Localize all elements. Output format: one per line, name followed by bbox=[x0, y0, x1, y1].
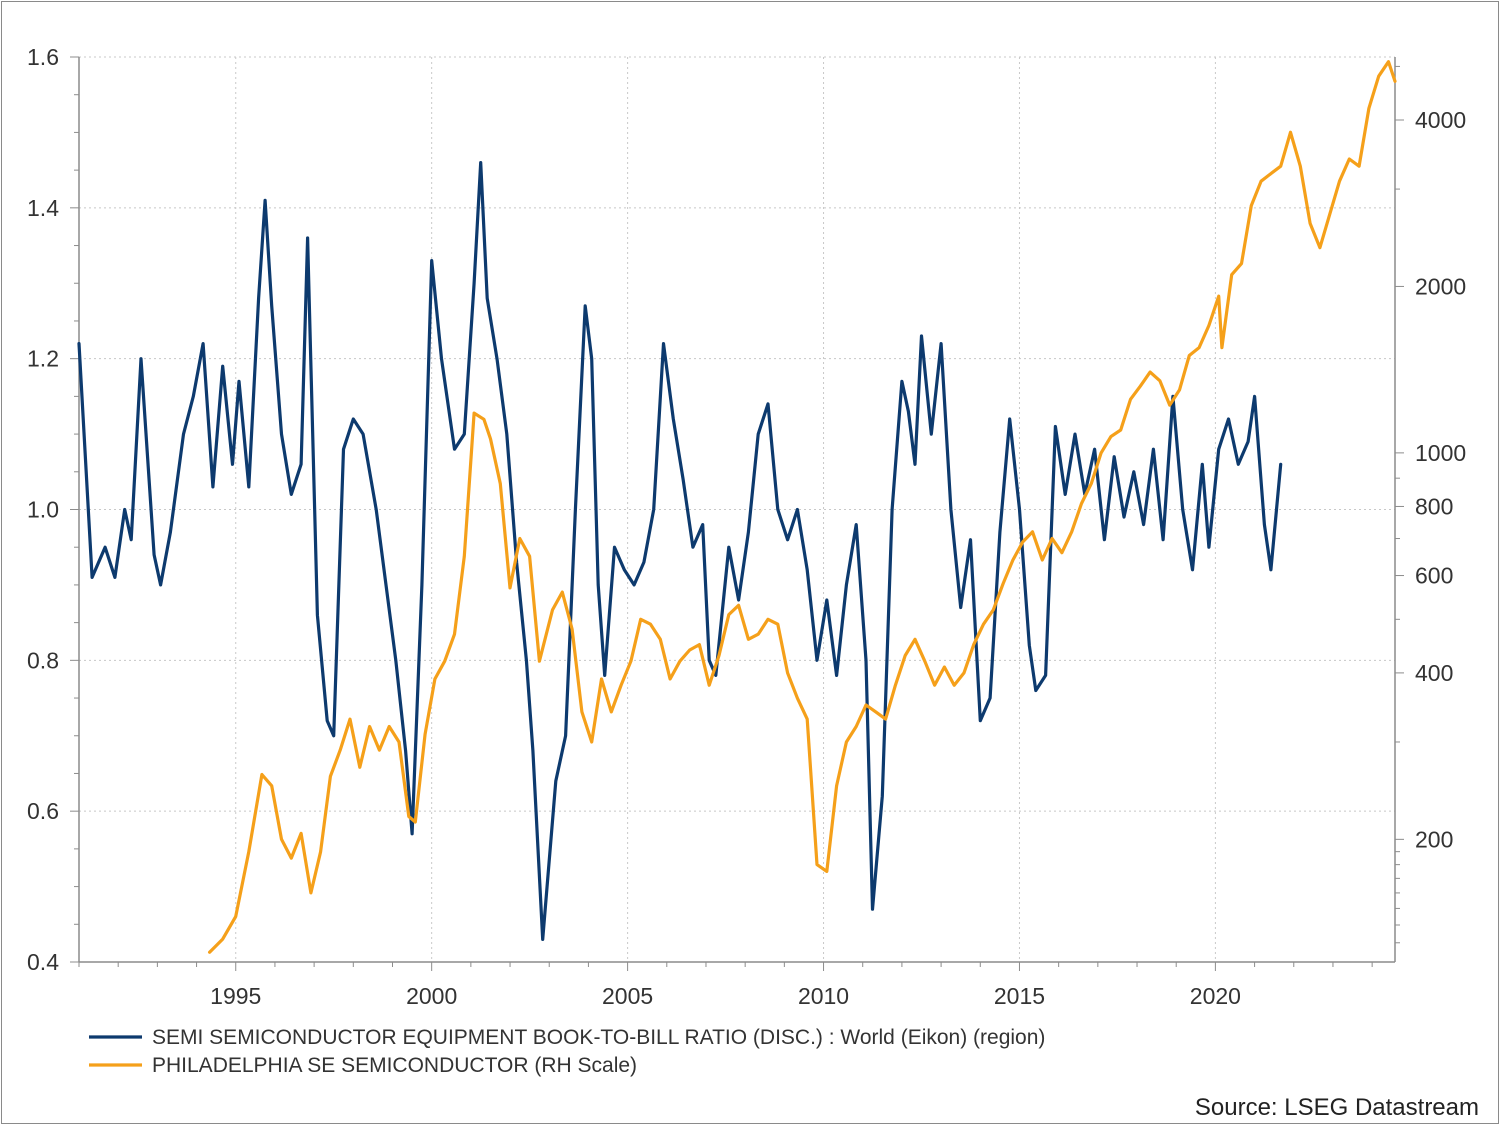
y-right-tick-label: 1000 bbox=[1415, 440, 1466, 466]
y-left-tick-label: 1.2 bbox=[27, 346, 59, 372]
x-tick-label: 1995 bbox=[210, 983, 261, 1009]
axes-layer: 1995 2000 2005 2010 2015 2020 0.4 0.6 0.8 1.0 1.2 1… bbox=[27, 44, 1466, 1009]
y-left-tick-label: 1.0 bbox=[27, 497, 59, 523]
x-tick-label: 2015 bbox=[994, 983, 1045, 1009]
x-tick-label: 2005 bbox=[602, 983, 653, 1009]
source-label: Source: LSEG Datastream bbox=[1195, 1094, 1479, 1121]
y-right-tick-label: 2000 bbox=[1415, 273, 1466, 299]
y-left-tick-label: 0.4 bbox=[27, 949, 59, 975]
y-right-tick-label: 800 bbox=[1415, 493, 1453, 519]
y-left-tick-label: 0.8 bbox=[27, 647, 59, 673]
y-left-tick-label: 1.4 bbox=[27, 195, 59, 221]
y-right-tick-label: 400 bbox=[1415, 660, 1453, 686]
series-layer bbox=[77, 60, 1397, 954]
legend: SEMI SEMICONDUCTOR EQUIPMENT BOOK-TO-BIL… bbox=[89, 1026, 1045, 1077]
y-right-tick-label: 600 bbox=[1415, 563, 1453, 589]
legend-label: PHILADELPHIA SE SEMICONDUCTOR (RH Scale) bbox=[152, 1054, 637, 1077]
y-right-tick-label: 200 bbox=[1415, 826, 1453, 852]
series-line-0 bbox=[77, 161, 1283, 941]
legend-label: SEMI SEMICONDUCTOR EQUIPMENT BOOK-TO-BIL… bbox=[152, 1026, 1045, 1049]
series-line-1 bbox=[208, 60, 1397, 954]
x-tick-label: 2010 bbox=[798, 983, 849, 1009]
x-tick-label: 2020 bbox=[1190, 983, 1241, 1009]
y-left-tick-label: 1.6 bbox=[27, 44, 59, 70]
x-tick-label: 2000 bbox=[406, 983, 457, 1009]
y-right-tick-label: 4000 bbox=[1415, 107, 1466, 133]
y-left-tick-label: 0.6 bbox=[27, 798, 59, 824]
